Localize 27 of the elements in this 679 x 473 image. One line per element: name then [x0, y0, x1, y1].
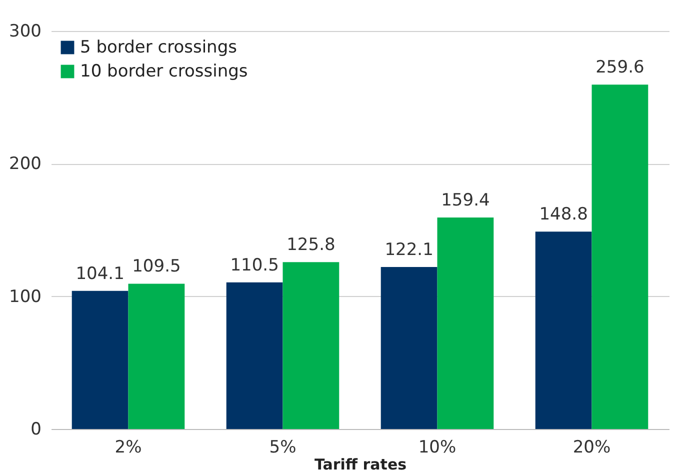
y-tick-label: 300 [9, 22, 42, 42]
data-label: 110.5 [230, 255, 279, 276]
data-label: 259.6 [596, 58, 644, 78]
legend-label: 10 border crossings [80, 62, 248, 82]
bar [380, 267, 438, 429]
y-tick-label: 0 [30, 420, 42, 440]
y-tick-label: 100 [9, 286, 42, 307]
x-tick-label: 2% [114, 438, 142, 458]
x-tick-label: 10% [418, 438, 456, 458]
x-tick-label: 20% [572, 438, 611, 458]
bar [535, 232, 592, 429]
bar [592, 84, 648, 429]
data-label: 125.8 [286, 235, 336, 256]
data-label: 104.1 [76, 264, 124, 284]
data-label: 159.4 [441, 190, 490, 211]
x-tick-label: 5% [269, 438, 296, 458]
bar [226, 282, 283, 429]
y-tick-label: 200 [9, 154, 42, 174]
bar [437, 218, 494, 429]
bar [72, 290, 128, 429]
legend-label: 5 border crossings [80, 38, 238, 58]
data-label: 109.5 [132, 256, 181, 277]
bar [282, 262, 340, 429]
data-label: 148.8 [539, 204, 588, 225]
bar [128, 284, 185, 429]
data-label: 122.1 [384, 240, 434, 260]
x-axis-title: Tariff rates [314, 456, 407, 473]
